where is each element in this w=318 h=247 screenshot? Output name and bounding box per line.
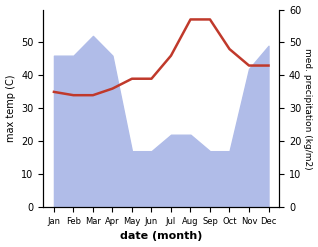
Y-axis label: max temp (C): max temp (C) bbox=[5, 75, 16, 142]
Y-axis label: med. precipitation (kg/m2): med. precipitation (kg/m2) bbox=[303, 48, 313, 169]
X-axis label: date (month): date (month) bbox=[120, 231, 203, 242]
